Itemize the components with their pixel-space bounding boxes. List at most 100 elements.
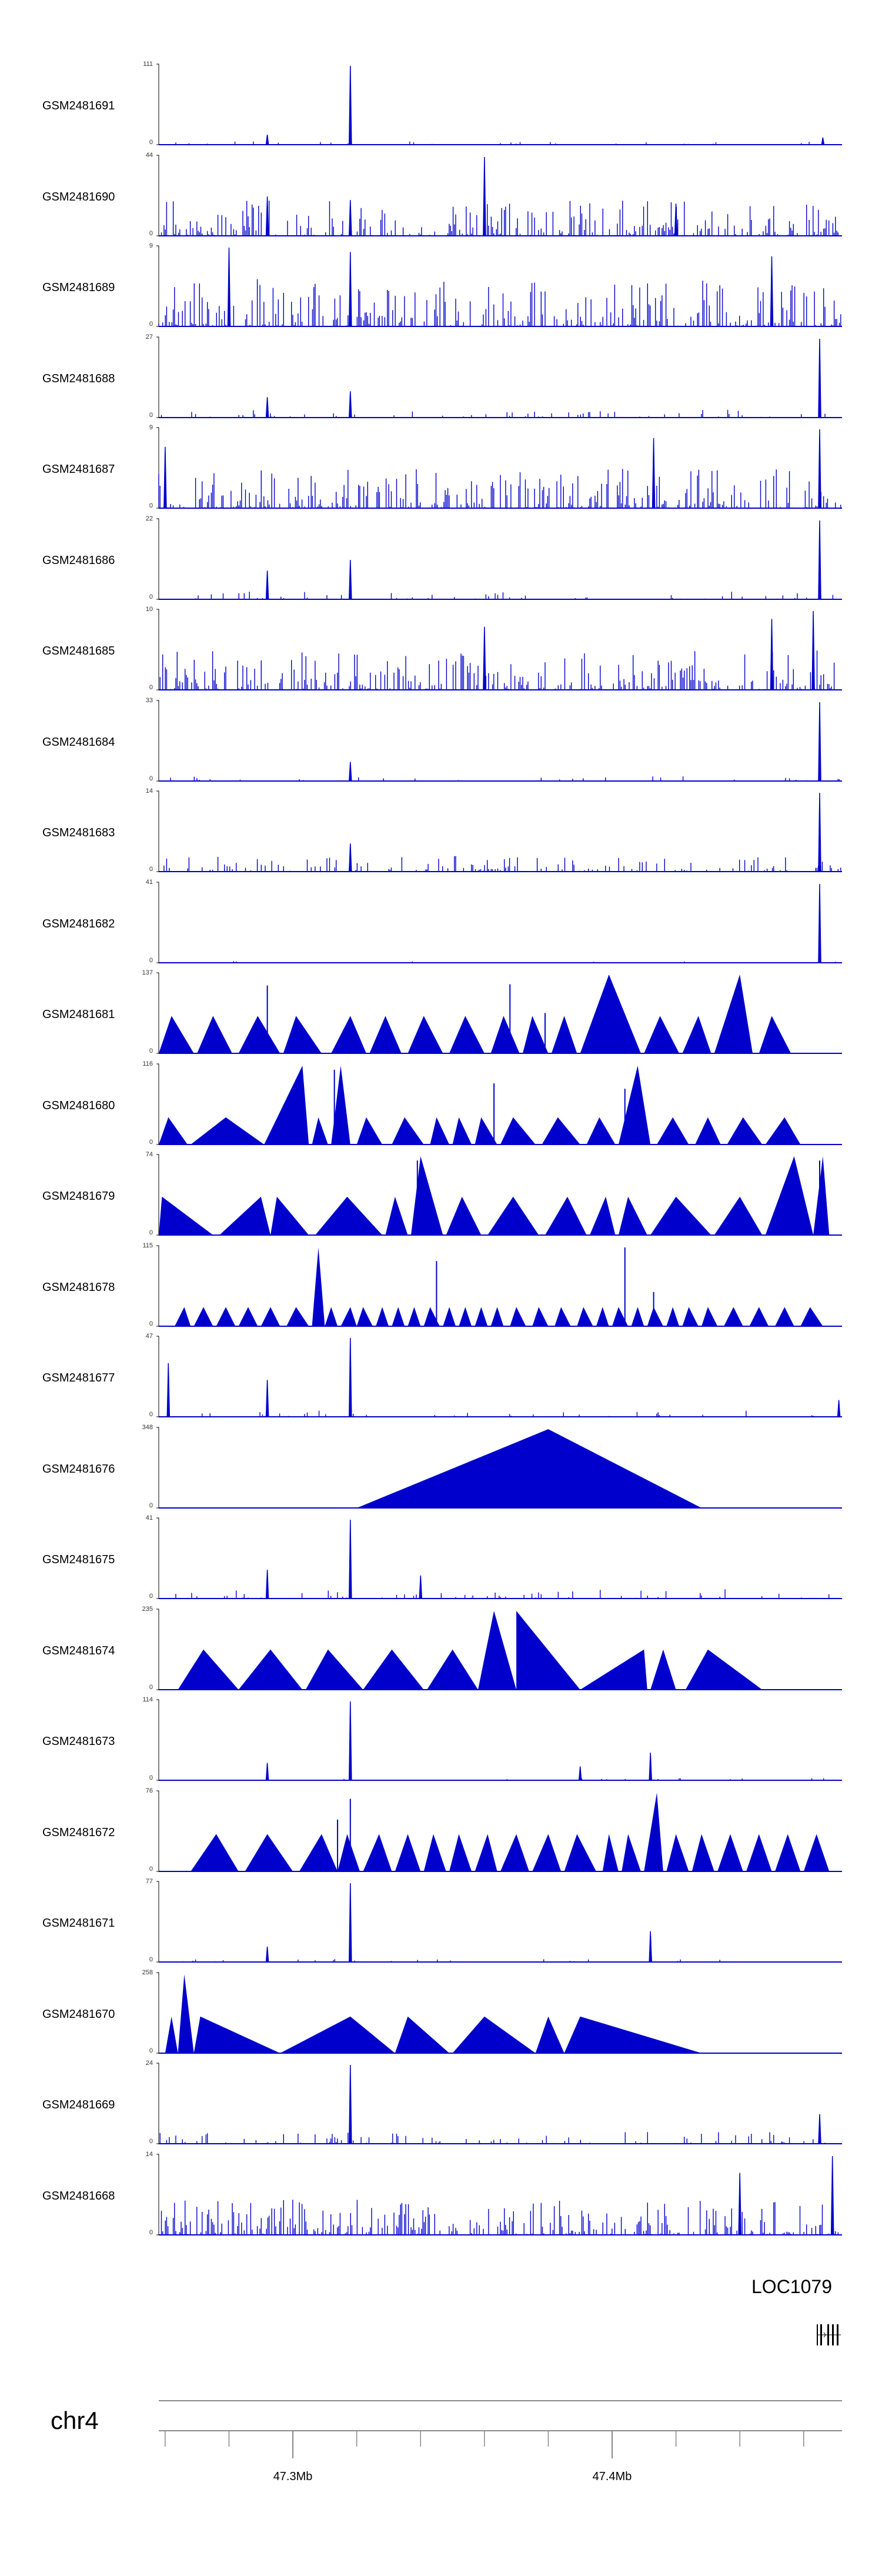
signal-bars xyxy=(170,776,840,781)
track-GSM2481672: GSM2481672 76 0 xyxy=(0,1787,882,1877)
track-plot xyxy=(156,2154,842,2235)
y-axis xyxy=(156,1699,159,1781)
track-label: GSM2481687 xyxy=(42,463,115,476)
y-axis xyxy=(156,882,159,963)
signal-peak xyxy=(227,247,231,327)
y-axis xyxy=(156,609,159,690)
signal-triangle xyxy=(545,1196,587,1235)
signal-triangle xyxy=(475,1834,497,1871)
track-plot xyxy=(156,1972,842,2054)
signal-peak xyxy=(419,1575,423,1599)
signal-triangle xyxy=(803,1834,830,1871)
y-min-label: 0 xyxy=(149,321,153,328)
signal-peak xyxy=(265,396,269,418)
signal-peak xyxy=(483,156,486,236)
signal-triangle xyxy=(701,1306,718,1326)
y-min-label: 0 xyxy=(149,1774,153,1781)
y-axis xyxy=(156,790,159,872)
track-plot xyxy=(156,64,842,145)
signal-triangle xyxy=(430,1117,450,1144)
signal-peak xyxy=(265,1946,269,1963)
track-GSM2481668: GSM2481668 14 0 xyxy=(0,2150,882,2241)
track-plot xyxy=(156,1517,842,1599)
y-axis xyxy=(156,1154,159,1236)
signal-triangle xyxy=(475,1306,488,1326)
y-axis xyxy=(156,64,159,145)
track-plot xyxy=(156,2063,842,2144)
signal-triangle xyxy=(219,1196,270,1235)
chromosome-label: chr4 xyxy=(51,2407,99,2434)
y-max-label: 47 xyxy=(145,1333,153,1340)
signal-peak xyxy=(349,252,352,327)
signal-triangle xyxy=(449,1016,485,1053)
track-GSM2481685: GSM2481685 10 0 xyxy=(0,606,882,696)
signal-triangle xyxy=(178,1974,194,2053)
signal-bars xyxy=(202,1410,814,1417)
track-label: GSM2481691 xyxy=(42,99,115,112)
y-max-label: 74 xyxy=(145,1151,153,1158)
signal-triangle xyxy=(500,1834,529,1871)
signal-triangle xyxy=(264,1065,309,1144)
y-max-label: 235 xyxy=(142,1605,153,1613)
track-GSM2481690: GSM2481690 44 0 xyxy=(0,152,882,242)
y-axis xyxy=(156,336,159,418)
signal-triangle xyxy=(490,1016,520,1053)
signal-triangle xyxy=(516,1610,580,1690)
signal-triangle xyxy=(427,1649,478,1690)
y-max-label: 76 xyxy=(145,1787,153,1794)
signal-triangle xyxy=(682,1016,711,1053)
y-max-label: 348 xyxy=(142,1423,153,1431)
signal-triangle xyxy=(746,1834,772,1871)
signal-triangle xyxy=(510,1306,526,1326)
y-max-label: 22 xyxy=(145,515,153,522)
signal-triangle xyxy=(542,1117,580,1144)
signal-peak xyxy=(163,446,167,509)
signal-triangle xyxy=(193,2016,280,2053)
signal-triangle xyxy=(191,1117,265,1144)
signal-peak xyxy=(674,203,678,236)
signal-triangle xyxy=(714,975,753,1053)
y-min-label: 0 xyxy=(149,956,153,964)
x-tick-label: 47.4Mb xyxy=(592,2470,632,2483)
y-max-label: 77 xyxy=(145,1878,153,1885)
track-label: GSM2481682 xyxy=(42,917,115,930)
signal-triangle xyxy=(238,1016,280,1053)
signal-peak xyxy=(349,761,352,782)
y-max-label: 137 xyxy=(142,969,153,976)
signal-bars xyxy=(175,1589,830,1599)
signal-triangle xyxy=(622,1834,641,1871)
signal-triangle xyxy=(363,1834,392,1871)
y-axis xyxy=(156,1609,159,1690)
track-plot xyxy=(156,790,842,872)
x-tick-label: 47.3Mb xyxy=(273,2470,313,2483)
track-label: GSM2481673 xyxy=(42,1735,115,1748)
signal-triangle xyxy=(369,1016,402,1053)
signal-peak xyxy=(265,196,269,236)
signal-triangle xyxy=(411,1156,443,1235)
signal-triangle xyxy=(631,1306,644,1326)
signal-triangle xyxy=(159,1016,194,1053)
signal-triangle xyxy=(325,1306,338,1326)
signal-triangle xyxy=(443,1306,456,1326)
signal-triangle xyxy=(478,1610,517,1690)
y-min-label: 0 xyxy=(149,1320,153,1327)
signal-triangle xyxy=(299,1834,338,1871)
track-GSM2481678: GSM2481678 115 0 xyxy=(0,1242,882,1332)
track-plot xyxy=(156,700,842,782)
signal-peak xyxy=(649,1752,652,1781)
track-label: GSM2481685 xyxy=(42,645,115,658)
signal-triangle xyxy=(724,1306,743,1326)
track-GSM2481681: GSM2481681 137 0 xyxy=(0,969,882,1059)
y-axis xyxy=(156,2063,159,2144)
signal-triangle xyxy=(270,1196,309,1235)
signal-peak xyxy=(578,1766,582,1781)
signal-triangle xyxy=(765,1117,801,1144)
signal-triangle xyxy=(487,1196,539,1235)
y-max-label: 14 xyxy=(145,2150,153,2158)
track-plot xyxy=(156,1336,842,1417)
y-min-label: 0 xyxy=(149,229,153,237)
signal-triangle xyxy=(423,1834,446,1871)
signal-peak xyxy=(349,1519,352,1599)
track-plot xyxy=(156,1790,842,1872)
signal-peak xyxy=(818,520,821,600)
